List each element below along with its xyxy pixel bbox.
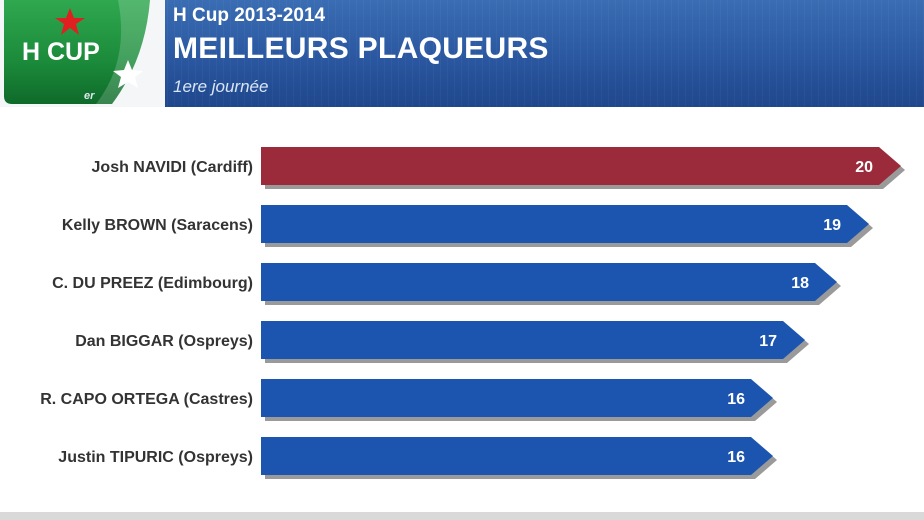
value-label: 18	[791, 275, 809, 292]
round-subtitle: 1ere journée	[173, 77, 269, 96]
page-title: MEILLEURS PLAQUEURS	[173, 32, 549, 65]
category-label: Kelly BROWN (Saracens)	[62, 217, 253, 234]
category-label: Justin TIPURIC (Ospreys)	[58, 449, 253, 466]
footer-band	[0, 512, 924, 520]
category-label: R. CAPO ORTEGA (Castres)	[40, 391, 253, 408]
bar	[261, 147, 901, 185]
value-label: 19	[823, 217, 841, 234]
value-label: 20	[855, 159, 873, 176]
value-label: 16	[727, 391, 745, 408]
svg-text:er: er	[84, 90, 95, 102]
category-label: Josh NAVIDI (Cardiff)	[92, 159, 253, 176]
value-label: 17	[759, 333, 777, 350]
bar	[261, 437, 773, 475]
value-label: 16	[727, 449, 745, 466]
bar	[261, 205, 869, 243]
bar	[261, 321, 805, 359]
bar	[261, 263, 837, 301]
logo-graphic: H CUP er	[0, 0, 165, 107]
tackles-chart: Josh NAVIDI (Cardiff) 20 Kelly BROWN (Sara…	[0, 107, 924, 512]
category-label: C. DU PREEZ (Edimbourg)	[52, 275, 253, 292]
category-label: Dan BIGGAR (Ospreys)	[75, 333, 253, 350]
chart-svg: Josh NAVIDI (Cardiff) 20 Kelly BROWN (Sara…	[40, 147, 905, 479]
logo-text: H CUP	[22, 38, 100, 66]
h-cup-logo: H CUP er	[0, 0, 165, 107]
competition-label: H Cup 2013-2014	[173, 5, 326, 26]
bar	[261, 379, 773, 417]
